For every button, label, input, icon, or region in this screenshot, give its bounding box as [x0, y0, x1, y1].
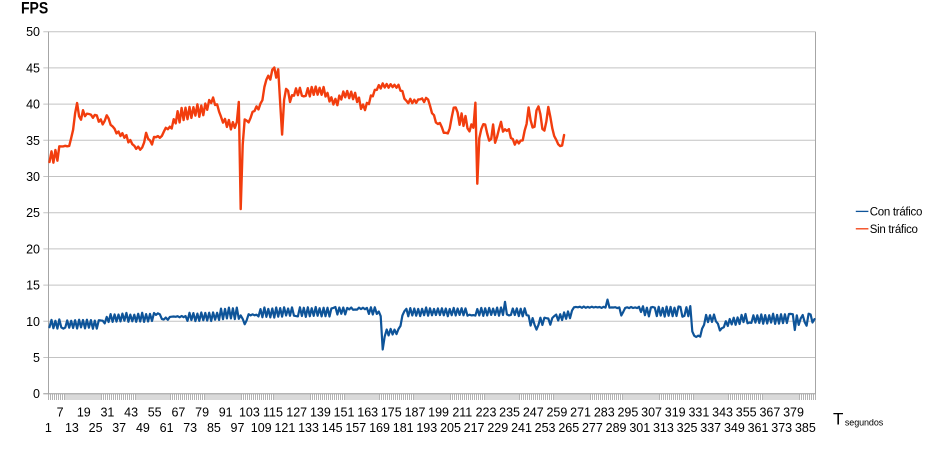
- svg-text:337: 337: [700, 421, 721, 435]
- svg-text:379: 379: [783, 405, 804, 419]
- svg-text:30: 30: [26, 170, 40, 184]
- svg-text:79: 79: [195, 405, 209, 419]
- svg-text:121: 121: [274, 421, 295, 435]
- svg-text:319: 319: [665, 405, 686, 419]
- svg-text:157: 157: [345, 421, 366, 435]
- svg-text:145: 145: [322, 421, 343, 435]
- svg-text:181: 181: [393, 421, 414, 435]
- svg-text:253: 253: [535, 421, 556, 435]
- svg-text:259: 259: [546, 405, 567, 419]
- svg-text:103: 103: [239, 405, 260, 419]
- svg-text:349: 349: [724, 421, 745, 435]
- svg-text:37: 37: [112, 421, 126, 435]
- svg-text:367: 367: [759, 405, 780, 419]
- svg-text:343: 343: [712, 405, 733, 419]
- svg-text:61: 61: [160, 421, 174, 435]
- svg-text:127: 127: [286, 405, 307, 419]
- svg-text:35: 35: [26, 134, 40, 148]
- svg-text:169: 169: [369, 421, 390, 435]
- svg-text:0: 0: [33, 387, 40, 401]
- svg-text:T: T: [833, 409, 843, 428]
- svg-text:139: 139: [310, 405, 331, 419]
- svg-text:10: 10: [26, 315, 40, 329]
- svg-text:67: 67: [171, 405, 185, 419]
- svg-text:25: 25: [26, 206, 40, 220]
- svg-text:1: 1: [45, 421, 52, 435]
- svg-text:15: 15: [26, 279, 40, 293]
- svg-text:325: 325: [677, 421, 698, 435]
- svg-text:45: 45: [26, 61, 40, 75]
- svg-text:271: 271: [570, 405, 591, 419]
- svg-text:289: 289: [606, 421, 627, 435]
- svg-text:187: 187: [405, 405, 426, 419]
- svg-text:205: 205: [440, 421, 461, 435]
- svg-text:13: 13: [65, 421, 79, 435]
- svg-text:91: 91: [219, 405, 233, 419]
- svg-text:19: 19: [77, 405, 91, 419]
- svg-text:109: 109: [251, 421, 272, 435]
- svg-text:373: 373: [771, 421, 792, 435]
- svg-text:Sin tráfico: Sin tráfico: [870, 224, 918, 236]
- svg-text:277: 277: [582, 421, 603, 435]
- svg-text:265: 265: [558, 421, 579, 435]
- svg-text:5: 5: [33, 351, 40, 365]
- svg-text:163: 163: [357, 405, 378, 419]
- svg-text:361: 361: [748, 421, 769, 435]
- svg-text:50: 50: [26, 25, 40, 39]
- svg-text:49: 49: [136, 421, 150, 435]
- svg-text:151: 151: [334, 405, 355, 419]
- svg-text:115: 115: [263, 405, 283, 419]
- svg-text:175: 175: [381, 405, 402, 419]
- svg-text:193: 193: [416, 421, 437, 435]
- svg-text:FPS: FPS: [21, 0, 48, 18]
- svg-text:85: 85: [207, 421, 221, 435]
- svg-text:283: 283: [594, 405, 615, 419]
- svg-text:223: 223: [476, 405, 497, 419]
- svg-text:31: 31: [100, 405, 114, 419]
- svg-text:331: 331: [688, 405, 709, 419]
- svg-text:Con tráfico: Con tráfico: [870, 207, 922, 219]
- svg-text:73: 73: [183, 421, 197, 435]
- svg-text:20: 20: [26, 242, 40, 256]
- svg-text:313: 313: [653, 421, 674, 435]
- svg-text:229: 229: [487, 421, 508, 435]
- svg-text:307: 307: [641, 405, 662, 419]
- svg-text:97: 97: [231, 421, 245, 435]
- svg-text:25: 25: [89, 421, 103, 435]
- svg-text:211: 211: [452, 405, 472, 419]
- svg-text:7: 7: [57, 405, 64, 419]
- svg-text:235: 235: [499, 405, 520, 419]
- svg-text:217: 217: [464, 421, 485, 435]
- svg-text:295: 295: [617, 405, 638, 419]
- svg-text:40: 40: [26, 98, 40, 112]
- svg-text:355: 355: [736, 405, 757, 419]
- svg-text:43: 43: [124, 405, 138, 419]
- svg-text:385: 385: [795, 421, 816, 435]
- svg-text:133: 133: [298, 421, 319, 435]
- svg-text:segundos: segundos: [845, 418, 884, 428]
- svg-text:241: 241: [511, 421, 532, 435]
- svg-text:301: 301: [629, 421, 650, 435]
- svg-text:199: 199: [428, 405, 449, 419]
- svg-text:55: 55: [148, 405, 162, 419]
- svg-text:247: 247: [523, 405, 544, 419]
